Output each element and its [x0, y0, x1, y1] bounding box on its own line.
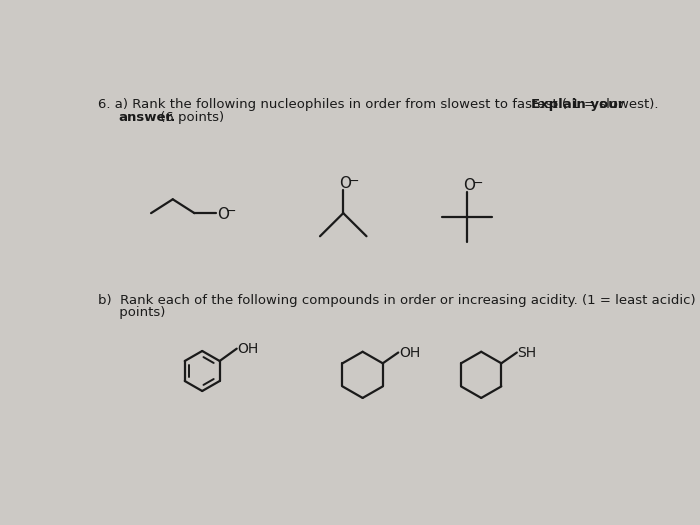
- Text: O: O: [217, 207, 229, 222]
- Text: SH: SH: [517, 346, 537, 360]
- Text: O: O: [340, 176, 351, 191]
- Text: −: −: [225, 205, 236, 218]
- Text: answer.: answer.: [118, 111, 176, 124]
- Text: points): points): [98, 306, 166, 319]
- Text: Explain your: Explain your: [531, 98, 624, 111]
- Text: (6 points): (6 points): [157, 111, 225, 124]
- Text: 6. a) Rank the following nucleophiles in order from slowest to fastest ( 1 = slo: 6. a) Rank the following nucleophiles in…: [98, 98, 663, 111]
- Text: OH: OH: [399, 346, 420, 360]
- Text: O: O: [463, 178, 475, 194]
- Text: OH: OH: [237, 342, 259, 356]
- Text: b)  Rank each of the following compounds in order or increasing acidity. (1 = le: b) Rank each of the following compounds …: [98, 294, 700, 307]
- Text: −: −: [473, 177, 483, 190]
- Text: −: −: [349, 175, 359, 187]
